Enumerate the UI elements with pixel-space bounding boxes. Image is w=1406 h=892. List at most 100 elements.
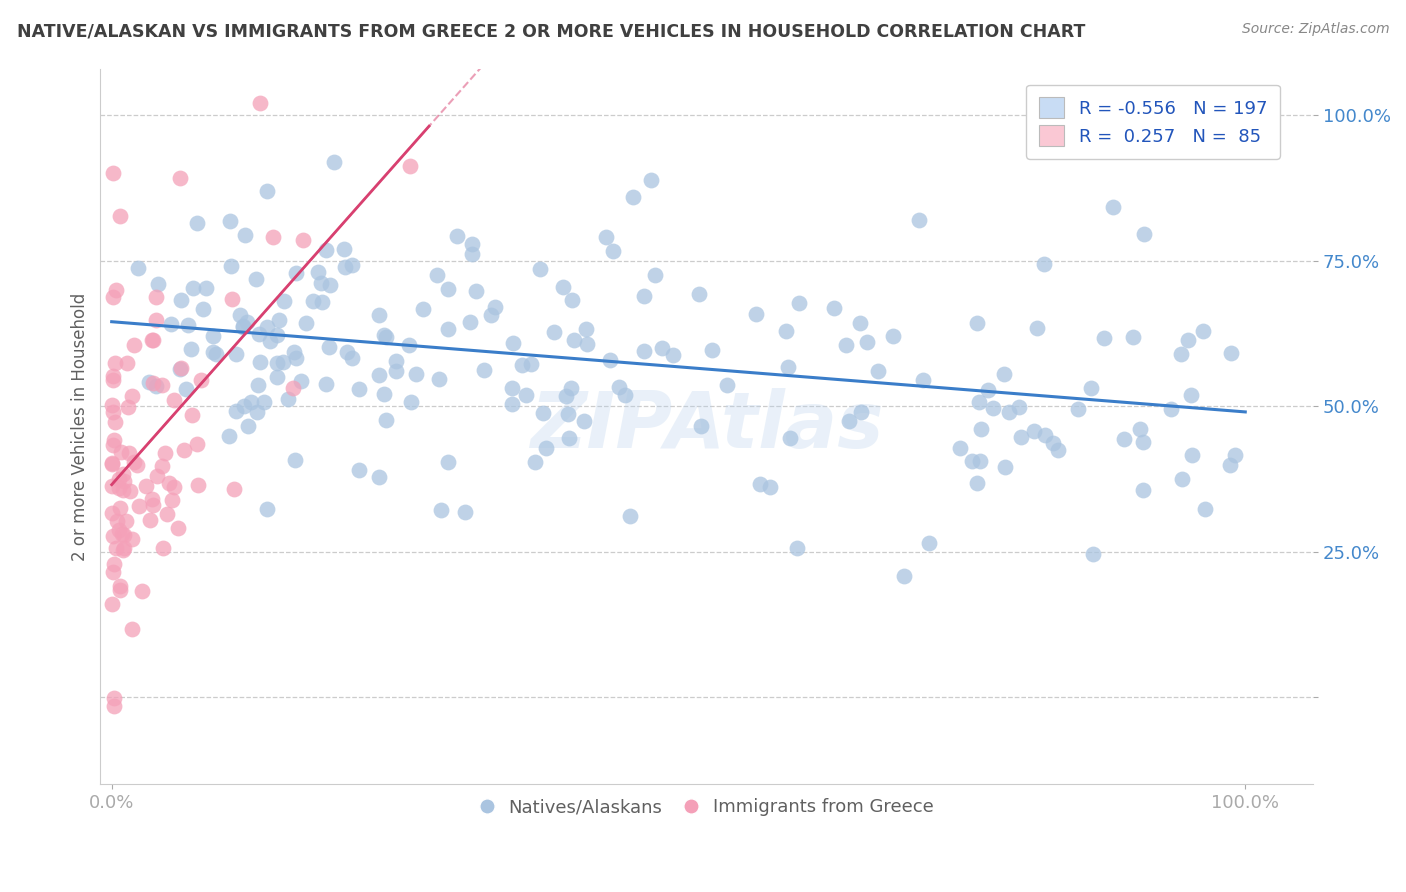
Point: [446, 229, 468, 244]
Point: [233, 227, 256, 242]
Point: [232, 319, 254, 334]
Point: [472, 362, 495, 376]
Point: [399, 395, 422, 409]
Point: [266, 356, 288, 370]
Point: [319, 277, 342, 292]
Point: [194, 281, 217, 295]
Point: [426, 268, 449, 283]
Point: [101, 369, 124, 384]
Point: [235, 315, 257, 329]
Point: [866, 364, 889, 378]
Point: [271, 355, 294, 369]
Point: [602, 244, 624, 259]
Point: [970, 422, 993, 436]
Point: [1181, 448, 1204, 462]
Point: [180, 343, 202, 357]
Point: [1026, 321, 1049, 335]
Point: [1080, 381, 1102, 395]
Point: [101, 529, 124, 543]
Point: [849, 405, 872, 419]
Point: [262, 230, 284, 244]
Point: [619, 509, 641, 524]
Point: [180, 408, 202, 422]
Point: [112, 528, 135, 542]
Point: [292, 233, 315, 247]
Point: [557, 407, 579, 421]
Point: [285, 266, 308, 280]
Point: [103, 415, 125, 429]
Point: [786, 541, 808, 555]
Point: [101, 479, 124, 493]
Point: [103, 699, 125, 714]
Point: [108, 481, 131, 495]
Point: [465, 284, 488, 298]
Point: [1170, 347, 1192, 361]
Point: [108, 583, 131, 598]
Point: [277, 392, 299, 406]
Point: [1022, 424, 1045, 438]
Point: [651, 341, 673, 355]
Point: [599, 353, 621, 368]
Point: [342, 351, 364, 366]
Point: [1032, 257, 1054, 271]
Point: [219, 259, 242, 273]
Point: [966, 475, 988, 490]
Point: [153, 446, 176, 460]
Point: [128, 499, 150, 513]
Point: [1067, 402, 1090, 417]
Point: [173, 443, 195, 458]
Point: [167, 521, 190, 535]
Point: [112, 467, 135, 482]
Point: [240, 394, 263, 409]
Point: [219, 213, 242, 227]
Point: [967, 394, 990, 409]
Point: [273, 294, 295, 309]
Point: [101, 457, 124, 471]
Point: [458, 315, 481, 329]
Point: [749, 476, 772, 491]
Point: [399, 159, 422, 173]
Point: [101, 597, 124, 611]
Point: [318, 340, 340, 354]
Point: [259, 334, 281, 348]
Point: [232, 319, 254, 334]
Point: [169, 361, 191, 376]
Point: [966, 316, 988, 330]
Point: [101, 405, 124, 419]
Point: [141, 492, 163, 507]
Point: [333, 242, 356, 256]
Point: [787, 295, 810, 310]
Point: [998, 405, 1021, 419]
Point: [775, 325, 797, 339]
Point: [1171, 472, 1194, 486]
Point: [502, 335, 524, 350]
Point: [269, 313, 291, 327]
Point: [918, 535, 941, 549]
Point: [543, 325, 565, 339]
Point: [385, 364, 408, 378]
Point: [309, 276, 332, 290]
Point: [501, 381, 523, 395]
Point: [142, 333, 165, 347]
Point: [253, 394, 276, 409]
Point: [117, 400, 139, 414]
Point: [576, 337, 599, 351]
Point: [183, 281, 205, 295]
Point: [104, 283, 127, 297]
Point: [1008, 400, 1031, 414]
Point: [907, 213, 929, 227]
Point: [107, 523, 129, 537]
Point: [412, 301, 434, 316]
Point: [138, 375, 160, 389]
Point: [103, 434, 125, 448]
Point: [246, 405, 269, 419]
Point: [454, 505, 477, 519]
Point: [163, 480, 186, 494]
Point: [315, 377, 337, 392]
Point: [112, 483, 135, 497]
Point: [1122, 330, 1144, 344]
Point: [159, 475, 181, 490]
Point: [177, 318, 200, 332]
Point: [170, 360, 193, 375]
Point: [856, 335, 879, 350]
